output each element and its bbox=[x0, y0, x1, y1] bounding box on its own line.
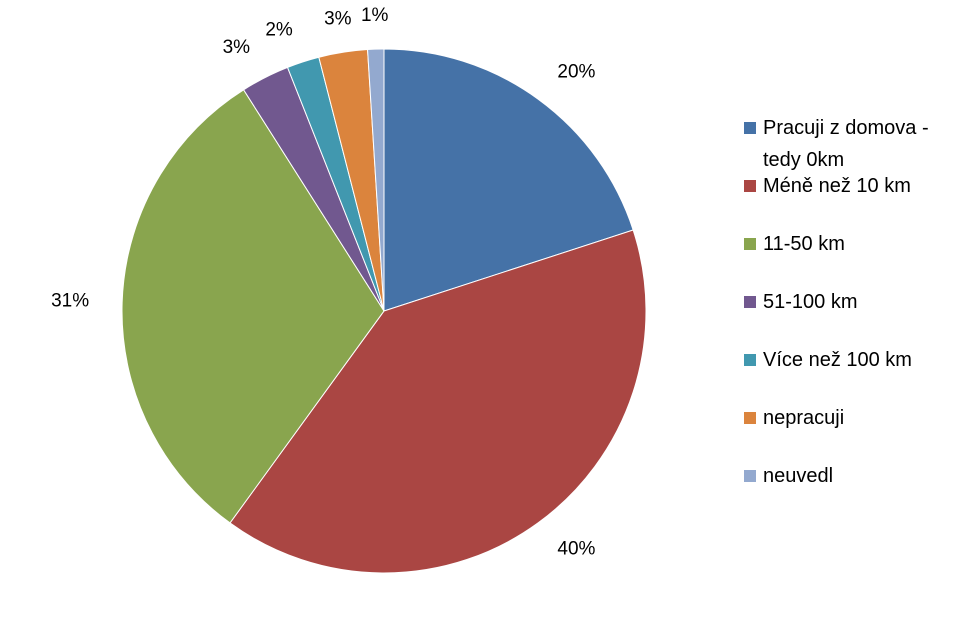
legend-item: Více než 100 km bbox=[742, 344, 952, 376]
legend-item: 51-100 km bbox=[742, 286, 952, 318]
data-label: 3% bbox=[223, 37, 251, 58]
legend-item: neuvedl bbox=[742, 460, 952, 492]
legend-item: nepracuji bbox=[742, 402, 952, 434]
legend-label: Pracuji z domova - tedy 0km bbox=[763, 117, 929, 171]
legend-label: Více než 100 km bbox=[763, 349, 912, 371]
legend-swatch bbox=[744, 412, 756, 424]
legend-swatch bbox=[744, 180, 756, 192]
legend-swatch bbox=[744, 470, 756, 482]
legend-swatch bbox=[744, 296, 756, 308]
data-label: 3% bbox=[324, 9, 352, 30]
legend: Pracuji z domova - tedy 0km Méně než 10 k… bbox=[742, 112, 952, 492]
legend-item: Méně než 10 km bbox=[742, 170, 952, 202]
data-label: 20% bbox=[557, 61, 595, 82]
data-label: 2% bbox=[265, 19, 293, 40]
legend-label: nepracuji bbox=[763, 407, 845, 429]
legend-swatch bbox=[744, 122, 756, 134]
legend-label: Méně než 10 km bbox=[763, 175, 911, 197]
legend-label: 51-100 km bbox=[763, 291, 858, 313]
pie-slice bbox=[383, 48, 634, 312]
legend-swatch bbox=[744, 354, 756, 366]
legend-item: Pracuji z domova - tedy 0km bbox=[742, 112, 952, 176]
legend-item: 11-50 km bbox=[742, 228, 952, 260]
data-label: 31% bbox=[51, 291, 89, 312]
pie-slice bbox=[229, 229, 647, 574]
data-label: 40% bbox=[557, 539, 595, 560]
pie-slice bbox=[121, 89, 385, 524]
data-label: 1% bbox=[361, 5, 389, 26]
legend-label: neuvedl bbox=[763, 465, 834, 487]
pie-slice bbox=[367, 48, 385, 312]
legend-swatch bbox=[744, 238, 756, 250]
legend-label: 11-50 km bbox=[763, 233, 845, 255]
